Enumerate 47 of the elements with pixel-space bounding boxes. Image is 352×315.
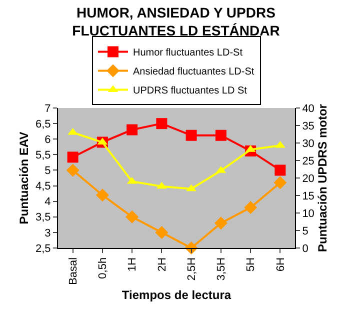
x-tick-label: 0,5h	[97, 257, 110, 279]
chart-title: HUMOR, ANSIEDAD Y UPDRS FLUCTUANTES LD ESTÁNDAR	[72, 4, 280, 39]
point	[214, 216, 228, 230]
x-tick-label: 2H	[156, 257, 168, 272]
legend-label: Humor fluctuantes LD-St	[133, 48, 243, 59]
point	[186, 130, 197, 141]
point	[126, 210, 139, 224]
x-tick-label: 5H	[245, 257, 258, 272]
point	[156, 118, 168, 130]
y-tick-label: 7	[44, 102, 51, 115]
x-axis-title: Tiempos de lectura	[122, 288, 232, 302]
y2-tick-label: 0	[302, 242, 308, 255]
x-tick-label: Basal	[67, 257, 80, 285]
x-tick-label: 1H	[126, 257, 139, 272]
y-tick-label: 4,5	[36, 180, 51, 193]
point	[96, 188, 109, 202]
point	[244, 201, 258, 214]
point	[66, 164, 80, 177]
y-tick-label: 3	[44, 227, 51, 240]
y2-tick-label: 30	[302, 138, 314, 150]
point	[274, 176, 287, 190]
y-tick-label: 6	[44, 134, 51, 146]
y-tick-label: 4	[44, 196, 51, 208]
legend-label: UPDRS fluctuantes LD St	[133, 86, 248, 97]
point	[67, 152, 78, 163]
point	[274, 164, 286, 176]
y2-tick-label: 10	[302, 208, 314, 220]
x-tick-label: 3,5H	[216, 257, 228, 281]
y-tick-label: 3,5	[36, 212, 51, 224]
y2-tick-label: 15	[302, 190, 314, 202]
y2-tick-label: 40	[302, 102, 314, 115]
y-axis-title: Puntuación EAV	[16, 132, 31, 224]
y-tick-label: 5,5	[36, 150, 51, 162]
y-tick-label: 6,5	[36, 118, 51, 130]
y-tick-label: 5	[44, 165, 51, 178]
y2-tick-label: 25	[302, 155, 314, 168]
x-tick-label: 6H	[274, 257, 287, 272]
point	[126, 124, 138, 136]
y-tick-label: 2,5	[36, 242, 51, 255]
legend-label: Ansiedad fluctuantes LD-St	[133, 66, 254, 78]
y2-tick-label: 5	[302, 225, 308, 238]
x-tick-label: 2,5H	[186, 257, 198, 281]
point	[155, 226, 168, 239]
y2-axis-title: Puntuación UPDRS motor	[315, 104, 330, 252]
point	[215, 130, 226, 141]
y2-tick-label: 35	[302, 120, 314, 132]
y2-tick-label: 20	[302, 172, 314, 185]
